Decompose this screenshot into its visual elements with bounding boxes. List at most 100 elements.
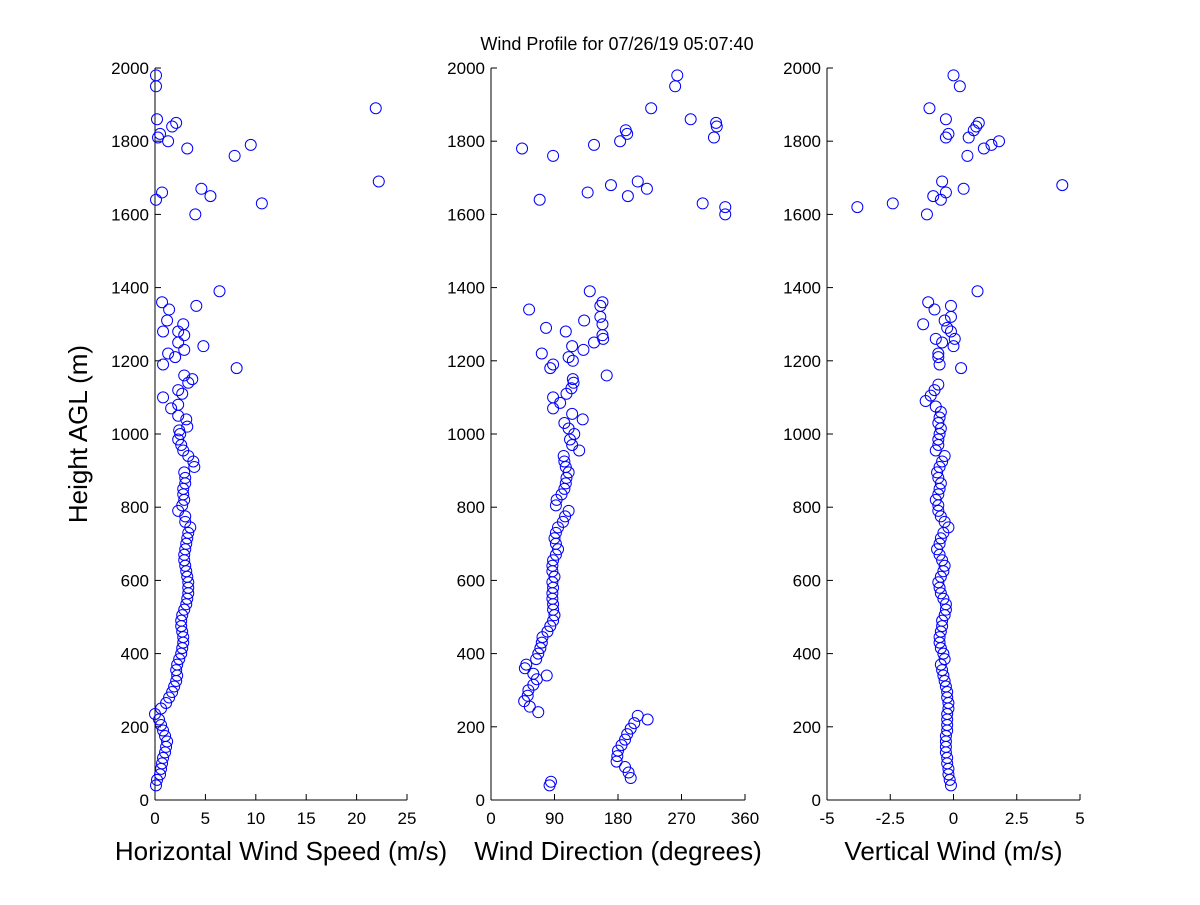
- data-point: [369, 102, 382, 115]
- data-point: [549, 499, 562, 512]
- y-tick-label: 0: [140, 791, 149, 810]
- data-point: [941, 686, 954, 699]
- y-tick-label: 2000: [111, 59, 149, 78]
- data-point: [942, 127, 955, 140]
- data-point: [932, 417, 945, 430]
- data-point: [933, 460, 946, 473]
- data-point: [567, 376, 580, 389]
- data-point: [645, 102, 658, 115]
- data-point: [178, 466, 191, 479]
- data-point: [181, 532, 194, 545]
- data-point: [178, 603, 191, 616]
- data-point: [934, 193, 947, 206]
- y-tick-label: 800: [457, 498, 485, 517]
- data-point: [176, 387, 189, 400]
- data-point: [929, 332, 942, 345]
- data-point: [562, 351, 575, 364]
- y-tick-label: 1000: [783, 425, 821, 444]
- data-point: [182, 526, 195, 539]
- data-point: [540, 669, 553, 682]
- data-point: [181, 142, 194, 155]
- data-point: [172, 336, 185, 349]
- y-tick-label: 1600: [783, 205, 821, 224]
- data-point: [961, 149, 974, 162]
- data-point: [936, 554, 949, 567]
- y-tick-label: 1200: [447, 352, 485, 371]
- y-tick-label: 400: [121, 645, 149, 664]
- data-point: [939, 598, 952, 611]
- data-point: [933, 358, 946, 371]
- data-point: [157, 391, 170, 404]
- data-point: [588, 336, 601, 349]
- data-point: [190, 299, 203, 312]
- data-point: [547, 149, 560, 162]
- data-point: [535, 347, 548, 360]
- data-point: [181, 420, 194, 433]
- data-point: [166, 686, 179, 699]
- data-point: [948, 332, 961, 345]
- data-point: [927, 190, 940, 203]
- x-tick-label: 5: [1075, 809, 1084, 828]
- data-point: [547, 391, 560, 404]
- data-point: [622, 766, 635, 779]
- data-point: [540, 321, 553, 334]
- data-point: [564, 433, 577, 446]
- data-point: [939, 186, 952, 199]
- data-point: [710, 116, 723, 129]
- data-point: [934, 587, 947, 600]
- data-point: [157, 358, 170, 371]
- data-point: [932, 351, 945, 364]
- data-point: [596, 296, 609, 309]
- data-point: [972, 116, 985, 129]
- data-point: [936, 614, 949, 627]
- data-point: [936, 175, 949, 188]
- data-point: [931, 543, 944, 556]
- data-point: [182, 376, 195, 389]
- data-point: [547, 402, 560, 415]
- y-tick-label: 1000: [111, 425, 149, 444]
- data-point: [955, 362, 968, 375]
- data-point: [939, 603, 952, 616]
- data-point: [596, 318, 609, 331]
- data-point: [594, 310, 607, 323]
- data-point: [947, 340, 960, 353]
- data-point: [604, 179, 617, 192]
- data-point: [851, 201, 864, 214]
- data-point: [993, 135, 1006, 148]
- x-axis-label: Horizontal Wind Speed (m/s): [115, 836, 447, 866]
- data-point: [162, 135, 175, 148]
- data-point: [621, 127, 634, 140]
- data-point: [165, 402, 178, 415]
- data-point: [631, 709, 644, 722]
- x-tick-label: 20: [347, 809, 366, 828]
- data-point: [707, 131, 720, 144]
- data-point: [558, 482, 571, 495]
- data-point: [938, 675, 951, 688]
- data-point: [928, 303, 941, 316]
- data-point: [166, 120, 179, 133]
- x-axis-label: Wind Direction (degrees): [474, 836, 762, 866]
- data-point: [971, 285, 984, 298]
- data-point: [938, 559, 951, 572]
- y-tick-label: 1400: [111, 279, 149, 298]
- data-point: [944, 299, 957, 312]
- y-tick-label: 1400: [783, 279, 821, 298]
- data-point: [178, 343, 191, 356]
- data-point: [156, 757, 169, 770]
- y-tick-label: 1800: [111, 132, 149, 151]
- y-tick-label: 600: [121, 571, 149, 590]
- data-point: [920, 208, 933, 221]
- data-point: [179, 471, 192, 484]
- data-point: [631, 175, 644, 188]
- y-tick-label: 0: [476, 791, 485, 810]
- y-tick-label: 800: [121, 498, 149, 517]
- data-point: [931, 466, 944, 479]
- data-point: [549, 548, 562, 561]
- data-point: [174, 428, 187, 440]
- data-point: [178, 329, 191, 342]
- data-point: [372, 175, 385, 188]
- data-point: [939, 680, 952, 693]
- data-point: [562, 466, 575, 479]
- data-point: [933, 537, 946, 550]
